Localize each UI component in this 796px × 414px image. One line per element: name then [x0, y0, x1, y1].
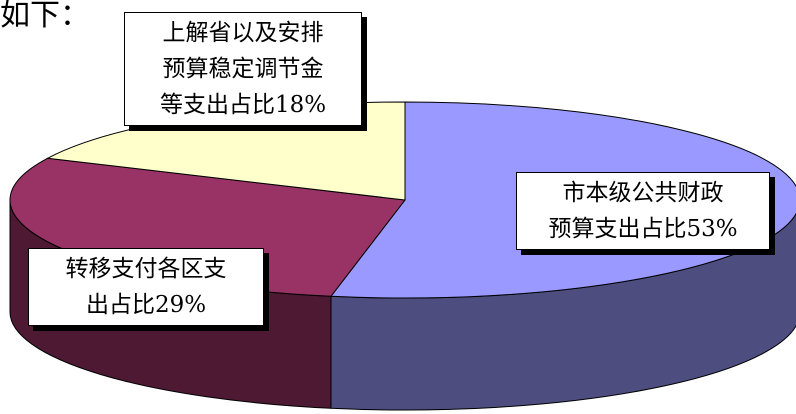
slice-label-line: 预算稳定调节金 — [162, 56, 324, 82]
intro-text: 如下： — [0, 0, 90, 33]
slice-label-line: 上解省以及安排 — [162, 20, 324, 46]
slice-label-line: 预算支出占比53% — [548, 216, 738, 242]
slice-label-line: 市本级公共财政 — [562, 180, 724, 206]
slice-label-province-remittance: 上解省以及安排 预算稳定调节金 等支出占比18% — [124, 12, 362, 126]
slice-label-line: 等支出占比18% — [159, 92, 327, 118]
slice-label-line: 转移支付各区支 — [65, 256, 227, 282]
slice-label-line: 出占比29% — [85, 292, 207, 318]
slice-label-city-budget: 市本级公共财政 预算支出占比53% — [516, 172, 770, 250]
slice-label-transfer-payments: 转移支付各区支 出占比29% — [28, 248, 264, 326]
